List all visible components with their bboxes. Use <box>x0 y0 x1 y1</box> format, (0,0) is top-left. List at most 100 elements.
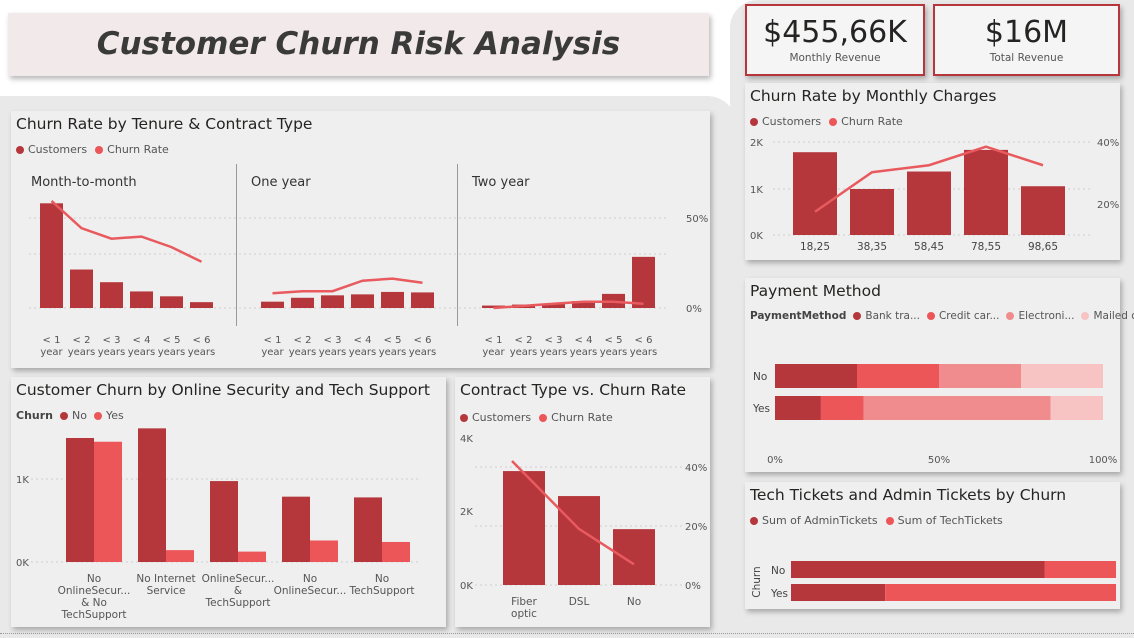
tick-label: years <box>540 347 568 358</box>
panel-title: Churn Rate by Monthly Charges <box>750 87 997 105</box>
left-axis-tick: 0K <box>460 581 473 592</box>
right-axis-tick: 0% <box>685 581 701 592</box>
tick-label: < 3 <box>324 335 342 346</box>
legend-dot-no <box>60 411 68 420</box>
right-axis-tick: 20% <box>685 522 707 533</box>
bar-segment <box>863 396 1051 420</box>
title-banner: Customer Churn Risk Analysis <box>8 13 709 76</box>
legend-credit: Credit car... <box>938 310 1000 322</box>
right-axis-tick: 40% <box>1097 138 1119 149</box>
tick-label: years <box>570 347 598 358</box>
tick-label: & <box>234 585 242 597</box>
kpi-total-revenue[interactable]: $16M Total Revenue <box>933 4 1120 76</box>
legend-dot-customers <box>460 413 468 422</box>
bar-customers <box>907 171 951 235</box>
axis-title: Churn <box>751 566 763 597</box>
tick-label: years <box>630 347 658 358</box>
bar-customers <box>70 269 93 308</box>
tick-label: years <box>188 347 216 358</box>
left-axis-tick: 0K <box>750 231 763 242</box>
legend-title: Churn <box>16 409 53 422</box>
bar-churn-no <box>138 428 166 562</box>
kpi-label: Total Revenue <box>989 52 1064 64</box>
tenure-contract-panel[interactable]: Churn Rate by Tenure & Contract Type Cus… <box>11 111 710 368</box>
legend-no: No <box>72 409 87 422</box>
tickets-chart: Churn No Yes <box>751 561 1116 601</box>
legend-customers: Customers <box>28 143 88 156</box>
tick-label: < 5 <box>605 335 623 346</box>
tick-label: < 4 <box>354 335 372 346</box>
tick-label: < 3 <box>103 335 121 346</box>
tick-label: < 6 <box>414 335 432 346</box>
chart-legend: Customers Churn Rate <box>16 143 169 156</box>
tickets-panel[interactable]: Tech Tickets and Admin Tickets by Churn … <box>745 482 1120 609</box>
chart-legend: Sum of AdminTickets Sum of TechTickets <box>750 514 1003 527</box>
legend-electronic: Electroni... <box>1018 310 1075 322</box>
panel-title: Churn Rate by Tenure & Contract Type <box>16 115 313 133</box>
payment-method-panel[interactable]: Payment Method PaymentMethod Bank tra...… <box>745 278 1134 472</box>
tick-label: < 6 <box>635 335 653 346</box>
bar-customers <box>411 292 434 308</box>
bar-segment <box>857 364 939 388</box>
tick-label: years <box>510 347 538 358</box>
left-axis-tick: 2K <box>460 507 473 518</box>
tick-label: optic <box>511 608 537 620</box>
bar-customers <box>632 256 655 308</box>
row-label: No <box>771 565 785 577</box>
tick-label: TechSupport <box>60 609 126 621</box>
panel-title: Tech Tickets and Admin Tickets by Churn <box>750 486 1067 504</box>
tick-label: years <box>98 347 126 358</box>
bar-customers <box>558 496 600 585</box>
row-label: Yes <box>752 403 770 415</box>
panel-title: Contract Type vs. Churn Rate <box>460 381 687 399</box>
bar-customers <box>503 471 545 585</box>
left-axis-tick: 1K <box>750 185 763 196</box>
chart-legend: Churn No Yes <box>16 409 124 422</box>
legend-tech: Sum of TechTickets <box>897 514 1003 527</box>
panel-divider <box>457 164 458 326</box>
panel-label-two-year: Two year <box>471 175 530 190</box>
bar-customers <box>1021 186 1065 235</box>
bar-tech-tickets <box>1044 561 1116 578</box>
tick-label: year <box>40 347 63 358</box>
bar-customers <box>381 291 404 308</box>
tick-label: No <box>303 573 317 585</box>
tick-label: OnlineSecur... <box>58 585 131 597</box>
legend-mailed: Mailed ch... <box>1093 310 1134 322</box>
bar-customers <box>160 296 183 308</box>
tick-label: years <box>379 347 407 358</box>
legend-bank: Bank tra... <box>865 310 920 322</box>
left-axis-tick: 4K <box>460 434 473 445</box>
tick-label: < 1 <box>264 335 282 346</box>
bar-customers <box>850 189 894 235</box>
bar-churn-no <box>210 481 238 562</box>
bar-churn-no <box>282 496 310 562</box>
bar-customers <box>351 294 374 308</box>
x-axis-tick: 50% <box>928 455 950 466</box>
x-axis-tick: 100% <box>1089 455 1118 466</box>
bar-segment <box>1050 396 1103 420</box>
bar-churn-no <box>66 438 94 562</box>
legend-churn-rate: Churn Rate <box>841 115 903 128</box>
line-churn-rate <box>511 460 635 566</box>
monthly-charges-chart: 2K 1K 0K 40% 20% 18,25 38,35 58,45 78,55 98,65 <box>750 138 1119 253</box>
legend-dot-electronic <box>1006 312 1015 320</box>
bar-churn-yes <box>310 540 338 562</box>
contract-type-panel[interactable]: Contract Type vs. Churn Rate Customers C… <box>455 377 710 627</box>
bar-customers <box>190 302 213 308</box>
row-label: No <box>753 371 767 383</box>
bar-segment <box>820 396 864 420</box>
bar-tech-tickets <box>885 584 1116 601</box>
chart-legend: Customers Churn Rate <box>460 411 613 424</box>
security-support-panel[interactable]: Customer Churn by Online Security and Te… <box>11 377 446 627</box>
bar-customers <box>130 291 153 308</box>
tick-label: < 1 <box>43 335 61 346</box>
kpi-monthly-revenue[interactable]: $455,66K Monthly Revenue <box>745 4 925 76</box>
monthly-charges-panel[interactable]: Churn Rate by Monthly Charges Customers … <box>745 83 1120 260</box>
bar-segment <box>939 364 1021 388</box>
bar-customers <box>542 303 565 308</box>
tick-label: DSL <box>569 596 590 608</box>
tick-label: TechSupport <box>204 597 270 609</box>
right-axis-tick: 40% <box>685 463 707 474</box>
